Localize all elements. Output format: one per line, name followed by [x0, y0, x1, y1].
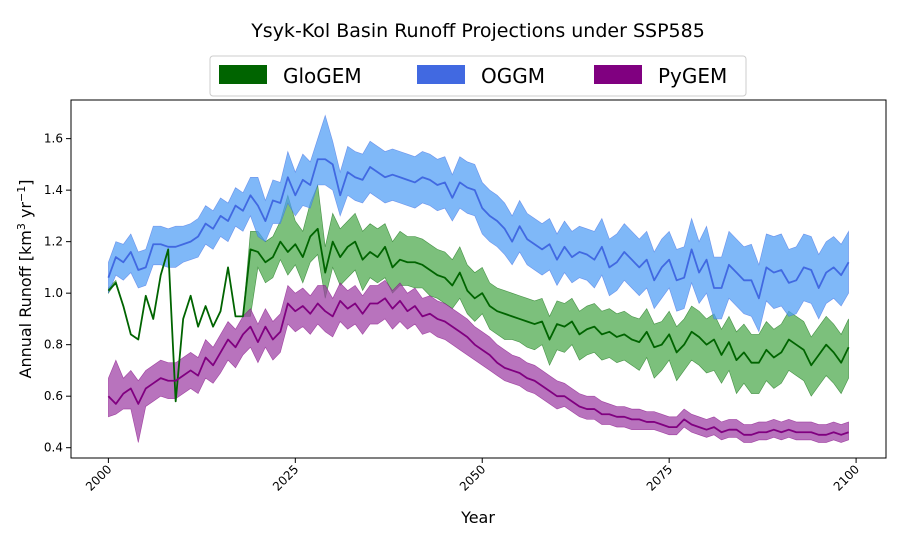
y-tick-label: 0.8	[44, 338, 63, 352]
legend-swatch-oggm	[417, 65, 465, 84]
y-tick-label: 1.2	[44, 235, 63, 249]
y-tick-label: 1.6	[44, 132, 63, 146]
legend: GloGEM OGGM PyGEM	[209, 55, 747, 97]
y-tick-label: 1.4	[44, 183, 63, 197]
plot-frame	[70, 99, 887, 459]
pygem-mean-line	[107, 297, 849, 436]
x-tick-label: 2075	[644, 462, 675, 493]
pygem-range-band	[108, 279, 849, 443]
y-tick-label: 0.6	[44, 389, 63, 403]
legend-label-glogem: GloGEM	[283, 64, 362, 88]
legend-label-pygem: PyGEM	[658, 64, 727, 88]
chart-title: Ysyk-Kol Basin Runoff Projections under …	[250, 20, 705, 42]
legend-swatch-glogem	[219, 65, 267, 84]
glogem-range-band	[108, 183, 849, 402]
y-tick-label: 0.4	[44, 441, 63, 455]
x-tick-label: 2100	[831, 462, 862, 493]
y-tick-label: 1.0	[44, 286, 63, 300]
oggm-range-band	[108, 114, 849, 333]
glogem-mean-line	[107, 227, 850, 403]
series-lines	[107, 158, 850, 436]
y-axis: 0.4 0.6 0.8 1.0 1.2 1.4 1.6	[44, 132, 71, 455]
oggm-mean-line	[107, 158, 850, 300]
y-axis-label: Annual Runoff [km3 yr−1]	[15, 180, 35, 379]
legend-swatch-pygem	[594, 65, 642, 84]
x-axis-label: Year	[460, 508, 495, 527]
legend-label-oggm: OGGM	[481, 64, 545, 88]
x-tick-label: 2050	[457, 462, 488, 493]
uncertainty-bands	[108, 114, 849, 443]
x-tick-label: 2025	[270, 462, 301, 493]
x-tick-label: 2000	[83, 462, 114, 493]
x-axis: 2000 2025 2050 2075 2100	[83, 458, 862, 494]
